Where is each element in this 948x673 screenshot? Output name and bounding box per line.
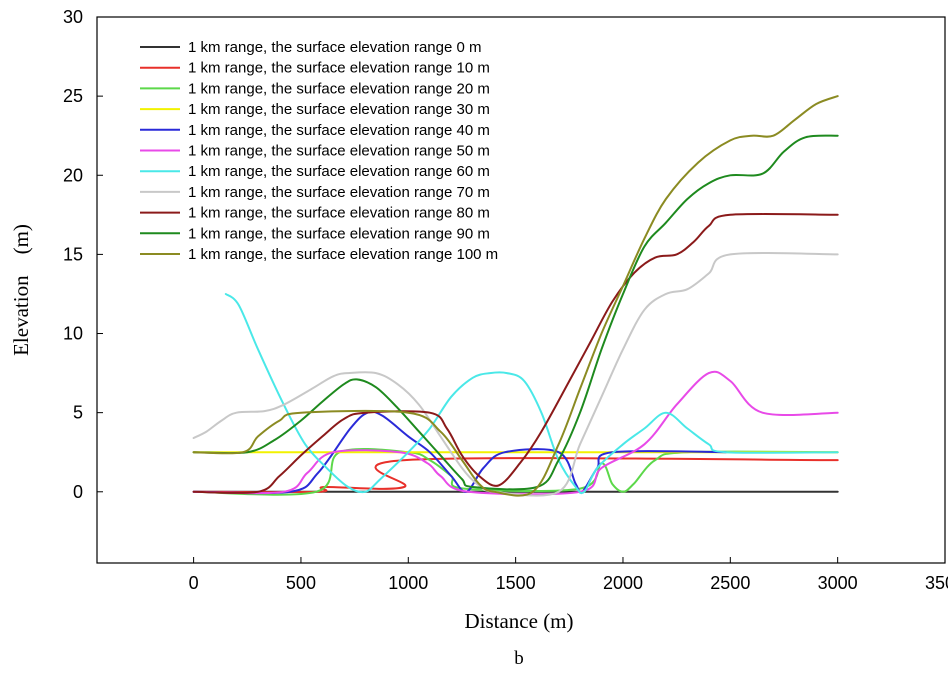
series-line-6 (224, 293, 839, 495)
axis-layer: 0 500 1000 1500 2000 2500 3000 3500 0 5 10 15 20 25 30 (63, 7, 948, 593)
legend-label-4: 1 km range, the surface elevation range … (188, 122, 490, 139)
y-axis-title: Elevation (m) (9, 224, 33, 356)
series-line-1 (192, 457, 839, 494)
series-line-2 (192, 447, 839, 496)
y-tick-label: 15 (63, 244, 83, 264)
legend-label-8: 1 km range, the surface elevation range … (188, 205, 490, 222)
y-tick-label: 5 (73, 403, 83, 423)
legend-label-6: 1 km range, the surface elevation range … (188, 163, 490, 180)
legend-label-9: 1 km range, the surface elevation range … (188, 225, 490, 242)
x-tick-label: 1500 (496, 573, 536, 593)
x-tick-label: 0 (189, 573, 199, 593)
panel-label: b (514, 648, 524, 669)
legend-label-2: 1 km range, the surface elevation range … (188, 80, 490, 97)
x-axis-title: Distance (m) (464, 609, 573, 633)
x-tick-label: 2500 (710, 573, 750, 593)
series-line-8 (192, 213, 839, 494)
series-line-5 (192, 370, 839, 496)
x-tick-label: 3000 (818, 573, 858, 593)
y-tick-label: 0 (73, 482, 83, 502)
x-tick-label: 500 (286, 573, 316, 593)
legend-label-0: 1 km range, the surface elevation range … (188, 39, 482, 56)
x-tick-label: 1000 (388, 573, 428, 593)
series-layer (192, 95, 839, 497)
legend-label-1: 1 km range, the surface elevation range … (188, 60, 490, 77)
legend: 1 km range, the surface elevation range … (140, 39, 498, 263)
y-tick-label: 30 (63, 7, 83, 27)
legend-label-3: 1 km range, the surface elevation range … (188, 101, 490, 118)
series-line-10 (192, 95, 839, 497)
legend-label-10: 1 km range, the surface elevation range … (188, 246, 498, 263)
y-tick-label: 25 (63, 86, 83, 106)
x-tick-label: 3500 (925, 573, 948, 593)
legend-label-5: 1 km range, the surface elevation range … (188, 143, 490, 160)
y-tick-label: 20 (63, 165, 83, 185)
series-line-4 (192, 410, 727, 495)
legend-label-7: 1 km range, the surface elevation range … (188, 184, 490, 201)
x-tick-label: 2000 (603, 573, 643, 593)
plot-frame (96, 16, 946, 564)
series-line-7 (192, 251, 839, 497)
y-tick-label: 10 (63, 324, 83, 344)
